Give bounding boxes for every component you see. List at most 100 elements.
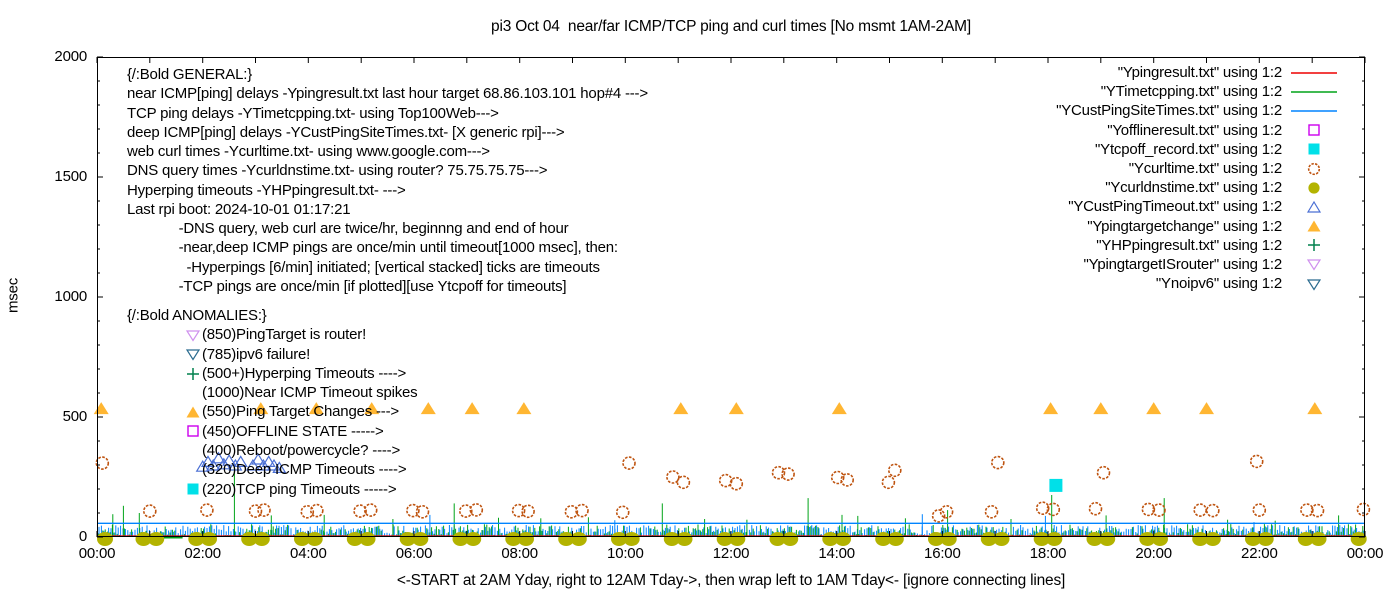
y-axis-label: msec [4, 277, 22, 314]
legend-row: "Ynoipv6" using 1:2 [990, 274, 1348, 293]
legend-label: "Ycurldnstime.txt" using 1:2 [1105, 179, 1282, 197]
x-tick-label: 08:00 [501, 545, 538, 562]
tri-down-open-teal-icon [184, 346, 201, 362]
anomaly-text: (220)TCP ping Timeouts -----> [202, 480, 397, 498]
general-note-line: deep ICMP[ping] delays -YCustPingSiteTim… [127, 123, 565, 141]
legend-row: "YHPpingresult.txt" using 1:2 [990, 236, 1348, 255]
y-tick-label: 1500 [54, 168, 87, 185]
legend-row: "Ycurldnstime.txt" using 1:2 [990, 178, 1348, 197]
line-green-icon [1282, 84, 1346, 100]
sq-open-magenta-icon [184, 423, 201, 439]
legend-row: "Yofflineresult.txt" using 1:2 [990, 121, 1348, 140]
circ-open-orange-icon [1282, 161, 1346, 177]
chart-title: pi3 Oct 04 near/far ICMP/TCP ping and cu… [491, 18, 971, 35]
sq-fill-cyan-icon [1282, 141, 1346, 157]
legend-label: "Yofflineresult.txt" using 1:2 [1107, 121, 1282, 139]
anomaly-line: (220)TCP ping Timeouts -----> [127, 480, 417, 499]
legend-label: "YCustPingTimeout.txt" using 1:2 [1068, 198, 1282, 216]
legend-label: "YTimetcpping.txt" using 1:2 [1100, 83, 1282, 101]
anomaly-text: (550)Ping Target Changes ---> [202, 403, 399, 421]
plus-green-icon [184, 366, 201, 382]
general-note-line: -TCP pings are once/min [if plotted][use… [127, 277, 567, 295]
legend-label: "YCustPingSiteTimes.txt" using 1:2 [1056, 102, 1282, 120]
legend-label: "Ycurltime.txt" using 1:2 [1128, 159, 1282, 177]
no-icon [184, 443, 201, 459]
tri-up-fill-orange-icon [1282, 218, 1346, 234]
general-note-line: web curl times -Ycurltime.txt- using www… [127, 143, 490, 160]
legend-row: "YTimetcpping.txt" using 1:2 [990, 82, 1348, 101]
x-tick-label: 14:00 [818, 545, 855, 562]
x-tick-label: 22:00 [1241, 545, 1278, 562]
plus-green-icon [1282, 237, 1346, 253]
legend-row: "Ypingresult.txt" using 1:2 [990, 63, 1348, 82]
x-tick-label: 00:00 [78, 545, 116, 562]
anomaly-line: {/:Bold ANOMALIES:} [127, 306, 417, 325]
plot-area [93, 56, 1371, 546]
anomaly-text: (320)Deep ICMP Timeouts ----> [202, 461, 407, 479]
legend-row: "Ytcpoff_record.txt" using 1:2 [990, 140, 1348, 159]
general-note-line: -Hyperpings [6/min] initiated; [vertical… [127, 258, 600, 276]
anomaly-text: (500+)Hyperping Timeouts ----> [202, 364, 407, 382]
tri-up-open-blue-icon [1282, 199, 1346, 215]
anomaly-text: {/:Bold ANOMALIES:} [127, 307, 267, 324]
general-note-line: -near,deep ICMP pings are once/min until… [127, 239, 618, 257]
x-tick-label: 04:00 [290, 545, 327, 562]
y-tick-label: 0 [78, 528, 87, 545]
legend-label: "Ytcpoff_record.txt" using 1:2 [1095, 140, 1282, 158]
circ-fill-olive-icon [1282, 180, 1346, 196]
x-tick-label: 02:00 [184, 545, 221, 562]
general-note-line: {/:Bold GENERAL:} [127, 66, 253, 83]
legend-row: "Ypingtargetchange" using 1:2 [990, 217, 1348, 236]
y-tick-label: 500 [62, 408, 88, 425]
x-tick-label: 20:00 [1135, 545, 1172, 562]
tri-up-fill-orange-icon [184, 404, 201, 420]
plot-svg [93, 56, 1371, 546]
legend-row: "YCustPingTimeout.txt" using 1:2 [990, 197, 1348, 216]
legend-label: "YpingtargetISrouter" using 1:2 [1083, 255, 1283, 273]
x-axis-label: <-START at 2AM Yday, right to 12AM Tday-… [396, 572, 1066, 589]
anomaly-line: (550)Ping Target Changes ---> [127, 402, 417, 421]
legend-row: "YCustPingSiteTimes.txt" using 1:2 [990, 101, 1348, 120]
anomaly-line: (785)ipv6 failure! [127, 345, 417, 364]
anomaly-line: (1000)Near ICMP Timeout spikes [127, 383, 418, 402]
x-tick-label: 12:00 [712, 545, 750, 562]
legend-label: "Ypingtargetchange" using 1:2 [1087, 217, 1282, 235]
legend-label: "Ypingresult.txt" using 1:2 [1117, 64, 1282, 81]
legend-label: "Ynoipv6" using 1:2 [1155, 275, 1282, 293]
legend-row: "YpingtargetISrouter" using 1:2 [990, 255, 1348, 274]
general-note-line: Last rpi boot: 2024-10-01 01:17:21 [127, 200, 351, 218]
x-tick-label: 10:00 [607, 545, 644, 562]
line-red-icon [1282, 65, 1346, 81]
anomaly-text: (850)PingTarget is router! [202, 326, 367, 344]
line-blue-icon [1282, 103, 1346, 119]
general-note-line: DNS query times -Ycurldnstime.txt- using… [127, 162, 548, 180]
legend-row: "Ycurltime.txt" using 1:2 [990, 159, 1348, 178]
general-note-line: near ICMP[ping] delays -Ypingresult.txt … [127, 85, 648, 103]
anomaly-line: (450)OFFLINE STATE -----> [127, 422, 417, 441]
anomaly-text: (400)Reboot/powercycle? ----> [202, 442, 401, 460]
x-tick-label: 16:00 [924, 545, 961, 562]
tri-down-open-teal-icon [1282, 276, 1346, 292]
sq-open-magenta-icon [1282, 122, 1346, 138]
x-tick-label: 18:00 [1029, 545, 1067, 562]
anomalies-notes: {/:Bold ANOMALIES:} (850)PingTarget is ro… [127, 306, 418, 499]
anomaly-line: (500+)Hyperping Timeouts ----> [127, 364, 417, 383]
y-tick-label: 1000 [54, 288, 87, 305]
x-tick-label: 00:00 [1346, 545, 1384, 562]
general-notes: {/:Bold GENERAL:} near ICMP[ping] delays … [127, 65, 648, 296]
tri-down-open-violet-icon [184, 327, 201, 343]
anomaly-text: (450)OFFLINE STATE -----> [202, 422, 384, 440]
general-note-line: Hyperping timeouts -YHPpingresult.txt- -… [127, 181, 406, 199]
legend-label: "YHPpingresult.txt" using 1:2 [1096, 236, 1282, 254]
sq-fill-cyan-icon [184, 481, 201, 497]
anomaly-line: (850)PingTarget is router! [127, 325, 417, 344]
tri-down-open-violet-icon [1282, 256, 1346, 272]
general-note-line: TCP ping delays -YTimetcpping.txt- using… [127, 104, 499, 122]
x-tick-label: 06:00 [395, 545, 433, 562]
anomaly-text: (1000)Near ICMP Timeout spikes [202, 384, 418, 402]
no-icon [184, 462, 201, 478]
no-icon [184, 385, 201, 401]
anomaly-line: (320)Deep ICMP Timeouts ----> [127, 460, 417, 479]
y-tick-label: 2000 [54, 48, 87, 65]
